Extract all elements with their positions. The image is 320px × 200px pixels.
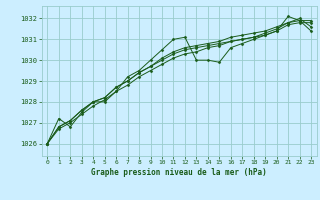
X-axis label: Graphe pression niveau de la mer (hPa): Graphe pression niveau de la mer (hPa) [91, 168, 267, 177]
